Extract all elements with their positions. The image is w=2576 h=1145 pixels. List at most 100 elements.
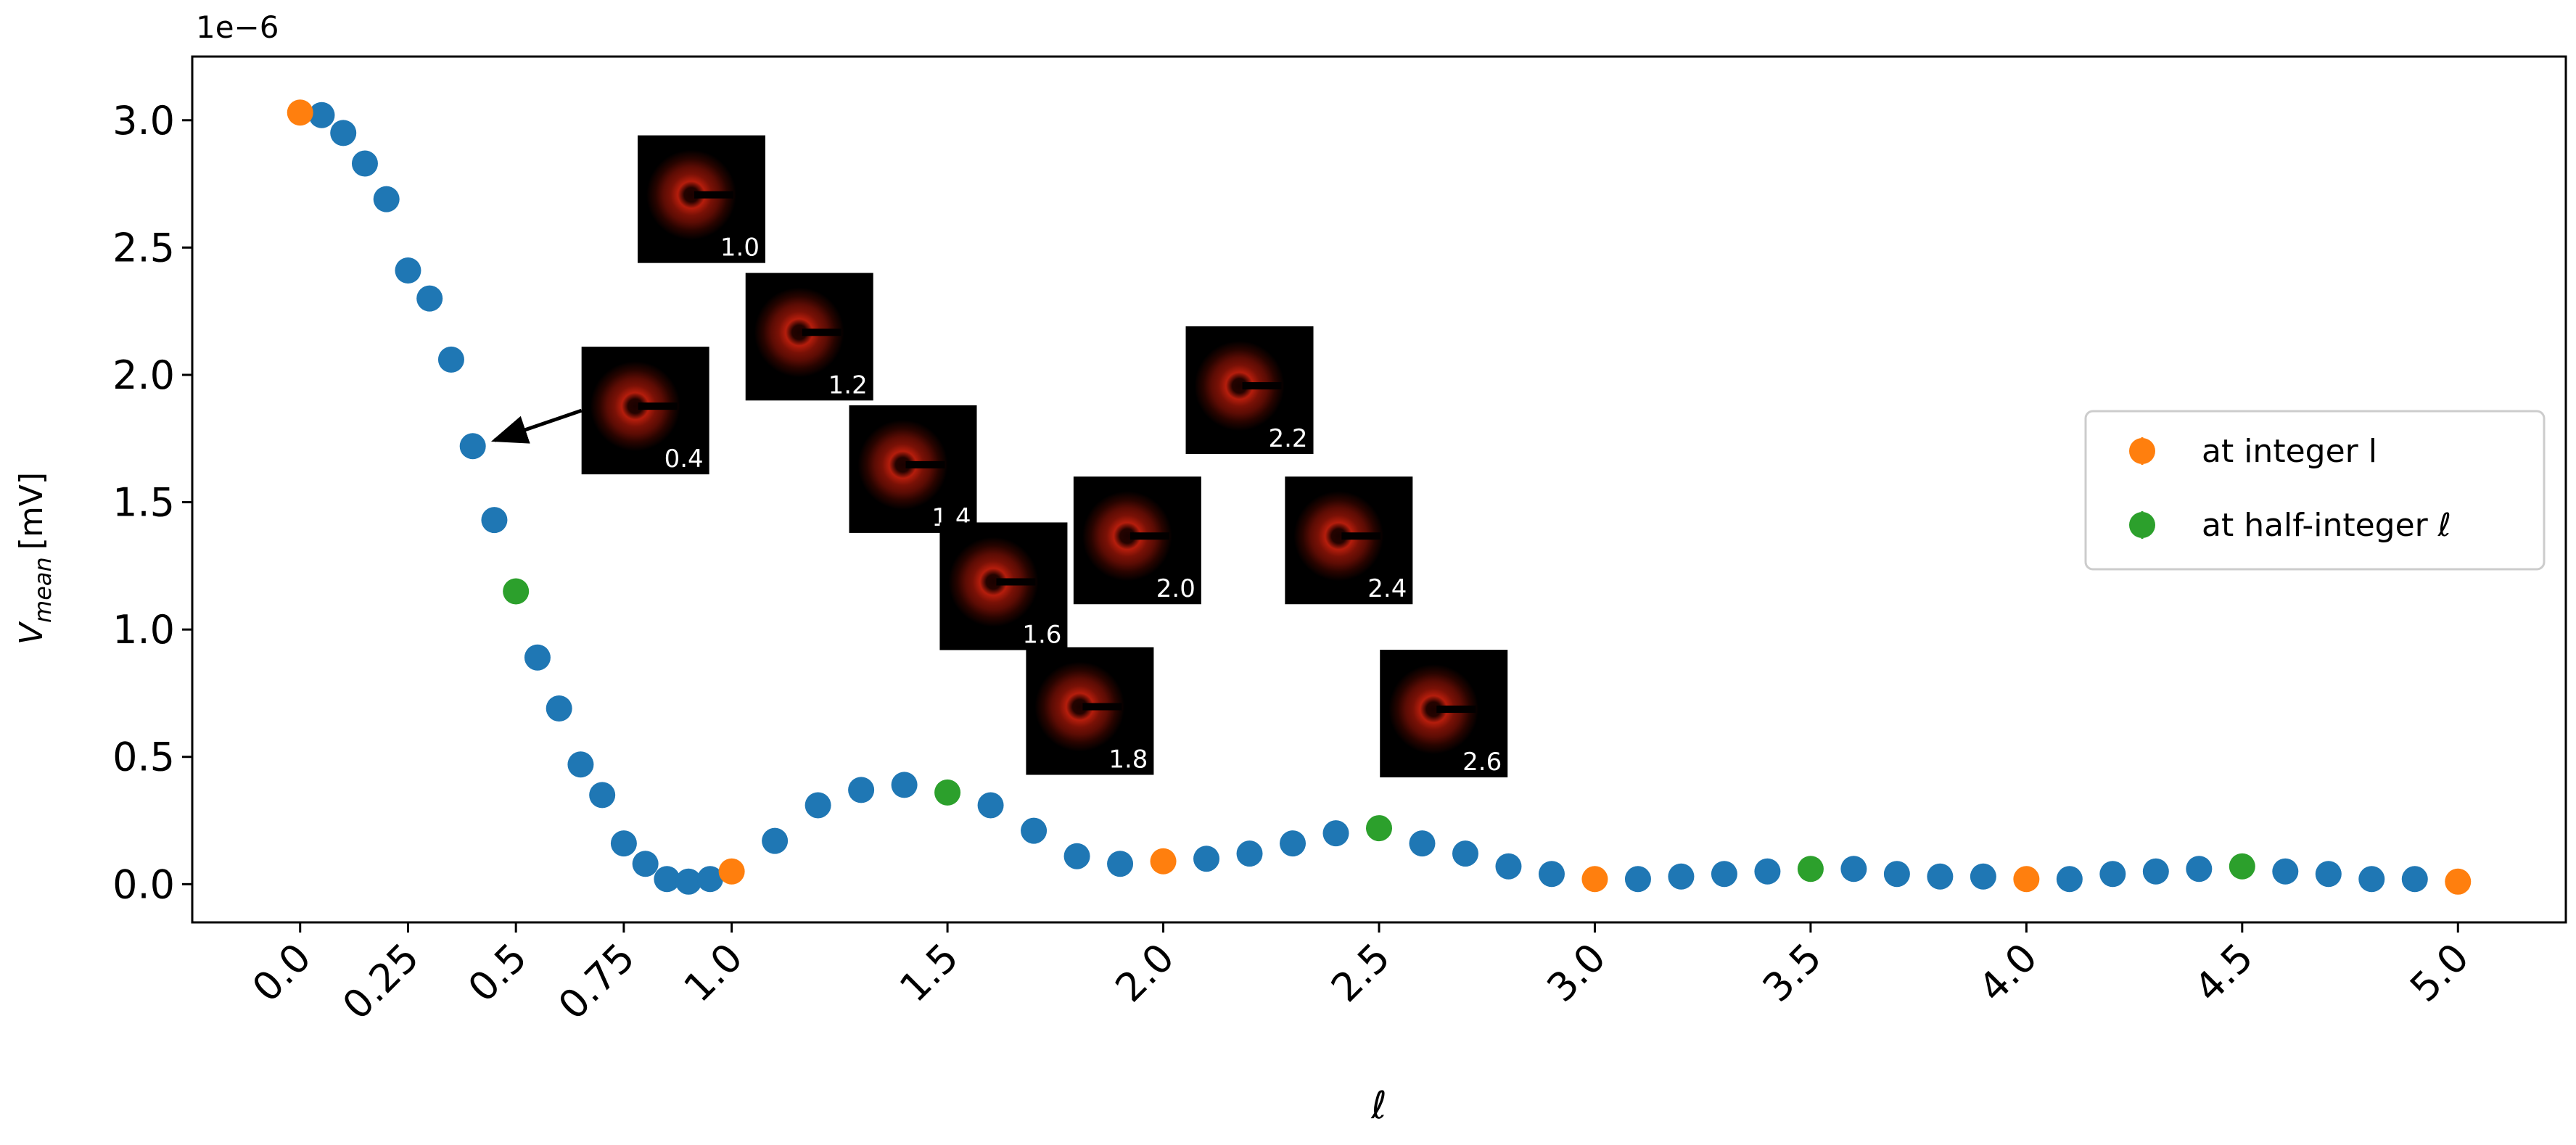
- data-point: [762, 827, 789, 854]
- data-point: [395, 257, 421, 284]
- beam-ring: [1388, 664, 1479, 755]
- beam-ring: [646, 149, 736, 240]
- legend-marker-half-integer: [2129, 512, 2155, 538]
- data-point: [610, 830, 637, 857]
- annotation-arrow: [490, 408, 583, 444]
- data-point-half-integer: [2229, 853, 2255, 880]
- data-point: [2401, 866, 2428, 893]
- data-point: [2315, 861, 2342, 888]
- x-tick-label: 4.0: [1970, 935, 2046, 1011]
- data-point: [1840, 856, 1867, 882]
- x-tick-label: 1.5: [891, 935, 967, 1011]
- data-point: [1495, 853, 1522, 880]
- x-tick-label: 1.0: [675, 935, 752, 1011]
- x-tick-label: 2.5: [1322, 935, 1399, 1011]
- beam-fork: [996, 578, 1036, 586]
- data-point-integer: [718, 858, 745, 885]
- data-point: [481, 507, 508, 534]
- y-tick-label: 0.0: [112, 861, 175, 907]
- x-tick-label: 0.75: [550, 935, 644, 1029]
- x-tick-label: 5.0: [2401, 935, 2477, 1011]
- image-label: 1.6: [1022, 620, 1061, 649]
- data-point: [654, 866, 680, 893]
- y-tick-label: 1.5: [112, 480, 175, 526]
- data-point: [2099, 861, 2126, 888]
- legend-label-half-integer: at half-integer ℓ: [2202, 507, 2451, 544]
- data-point: [2142, 858, 2169, 885]
- data-point: [2272, 858, 2299, 885]
- data-point-half-integer: [1797, 856, 1824, 882]
- data-point: [1883, 861, 1910, 888]
- data-point: [1927, 863, 1954, 890]
- beam-ring: [1034, 661, 1125, 752]
- data-point: [675, 868, 702, 895]
- data-point: [524, 644, 551, 671]
- data-point-half-integer: [503, 578, 530, 605]
- data-point: [1322, 820, 1349, 847]
- beam-ring: [1293, 491, 1384, 582]
- data-point: [1711, 861, 1737, 888]
- data-point: [589, 782, 616, 809]
- data-point: [2186, 856, 2213, 882]
- x-tick-label: 0.25: [334, 935, 428, 1029]
- y-axis-label: Vmean[mV]: [13, 472, 57, 645]
- data-point: [977, 792, 1004, 819]
- plot-frame: [191, 55, 2567, 924]
- data-point: [1193, 846, 1220, 872]
- image-label: 2.0: [1156, 574, 1196, 603]
- y-tick-label: 2.5: [112, 225, 175, 270]
- legend-frame: [2084, 410, 2546, 571]
- data-point: [373, 186, 400, 212]
- beam-fork: [1436, 706, 1476, 714]
- data-point: [632, 851, 659, 877]
- data-point: [1754, 858, 1781, 885]
- data-point: [1970, 863, 1996, 890]
- beam-fork: [1129, 532, 1169, 540]
- x-tick-label: 0.0: [244, 935, 320, 1011]
- y-tick-label: 1.0: [112, 607, 175, 653]
- x-tick-label: 2.0: [1106, 935, 1182, 1011]
- data-point-half-integer: [1366, 815, 1392, 842]
- data-point: [459, 433, 486, 460]
- x-tick-label: 3.5: [1754, 935, 1830, 1011]
- x-axis-label: ℓ: [1370, 1084, 1386, 1128]
- beam-fork: [1341, 532, 1381, 540]
- y-tick-label: 3.0: [112, 98, 175, 144]
- data-point: [1021, 817, 1048, 844]
- legend: at integer l at half-integer ℓ: [2084, 410, 2546, 571]
- image-label: 2.4: [1367, 574, 1407, 603]
- legend-label-integer: at integer l: [2202, 433, 2377, 470]
- data-point: [696, 866, 723, 893]
- x-tick-label: 0.5: [459, 935, 535, 1011]
- beam-fork: [1082, 703, 1122, 711]
- data-point: [1236, 840, 1263, 867]
- data-point: [848, 777, 875, 803]
- image-label: 1.2: [828, 371, 868, 400]
- image-label: 1.8: [1108, 745, 1148, 774]
- data-point: [1624, 866, 1651, 893]
- scale-label: 1e−6: [196, 9, 279, 45]
- data-point: [330, 120, 357, 146]
- x-tick-label: 4.5: [2186, 935, 2262, 1011]
- data-point-integer: [2013, 866, 2040, 893]
- data-point: [1107, 851, 1134, 877]
- image-label: 0.4: [664, 445, 704, 474]
- data-point: [891, 772, 918, 798]
- image-label: 2.6: [1462, 748, 1502, 777]
- x-tick-label: 3.0: [1538, 935, 1614, 1011]
- beam-fork: [905, 460, 945, 468]
- y-tick-label: 0.5: [112, 735, 175, 780]
- data-point-integer: [1150, 848, 1177, 875]
- data-point: [1668, 863, 1695, 890]
- beam-fork: [694, 191, 733, 199]
- data-point: [1409, 830, 1436, 857]
- data-point: [437, 346, 464, 373]
- data-point: [308, 102, 335, 128]
- image-label: 1.0: [720, 233, 760, 263]
- data-point: [2358, 866, 2385, 893]
- data-point-half-integer: [934, 779, 961, 806]
- beam-ring: [590, 361, 680, 452]
- beam-fork: [1242, 382, 1282, 390]
- beam-ring: [948, 537, 1039, 627]
